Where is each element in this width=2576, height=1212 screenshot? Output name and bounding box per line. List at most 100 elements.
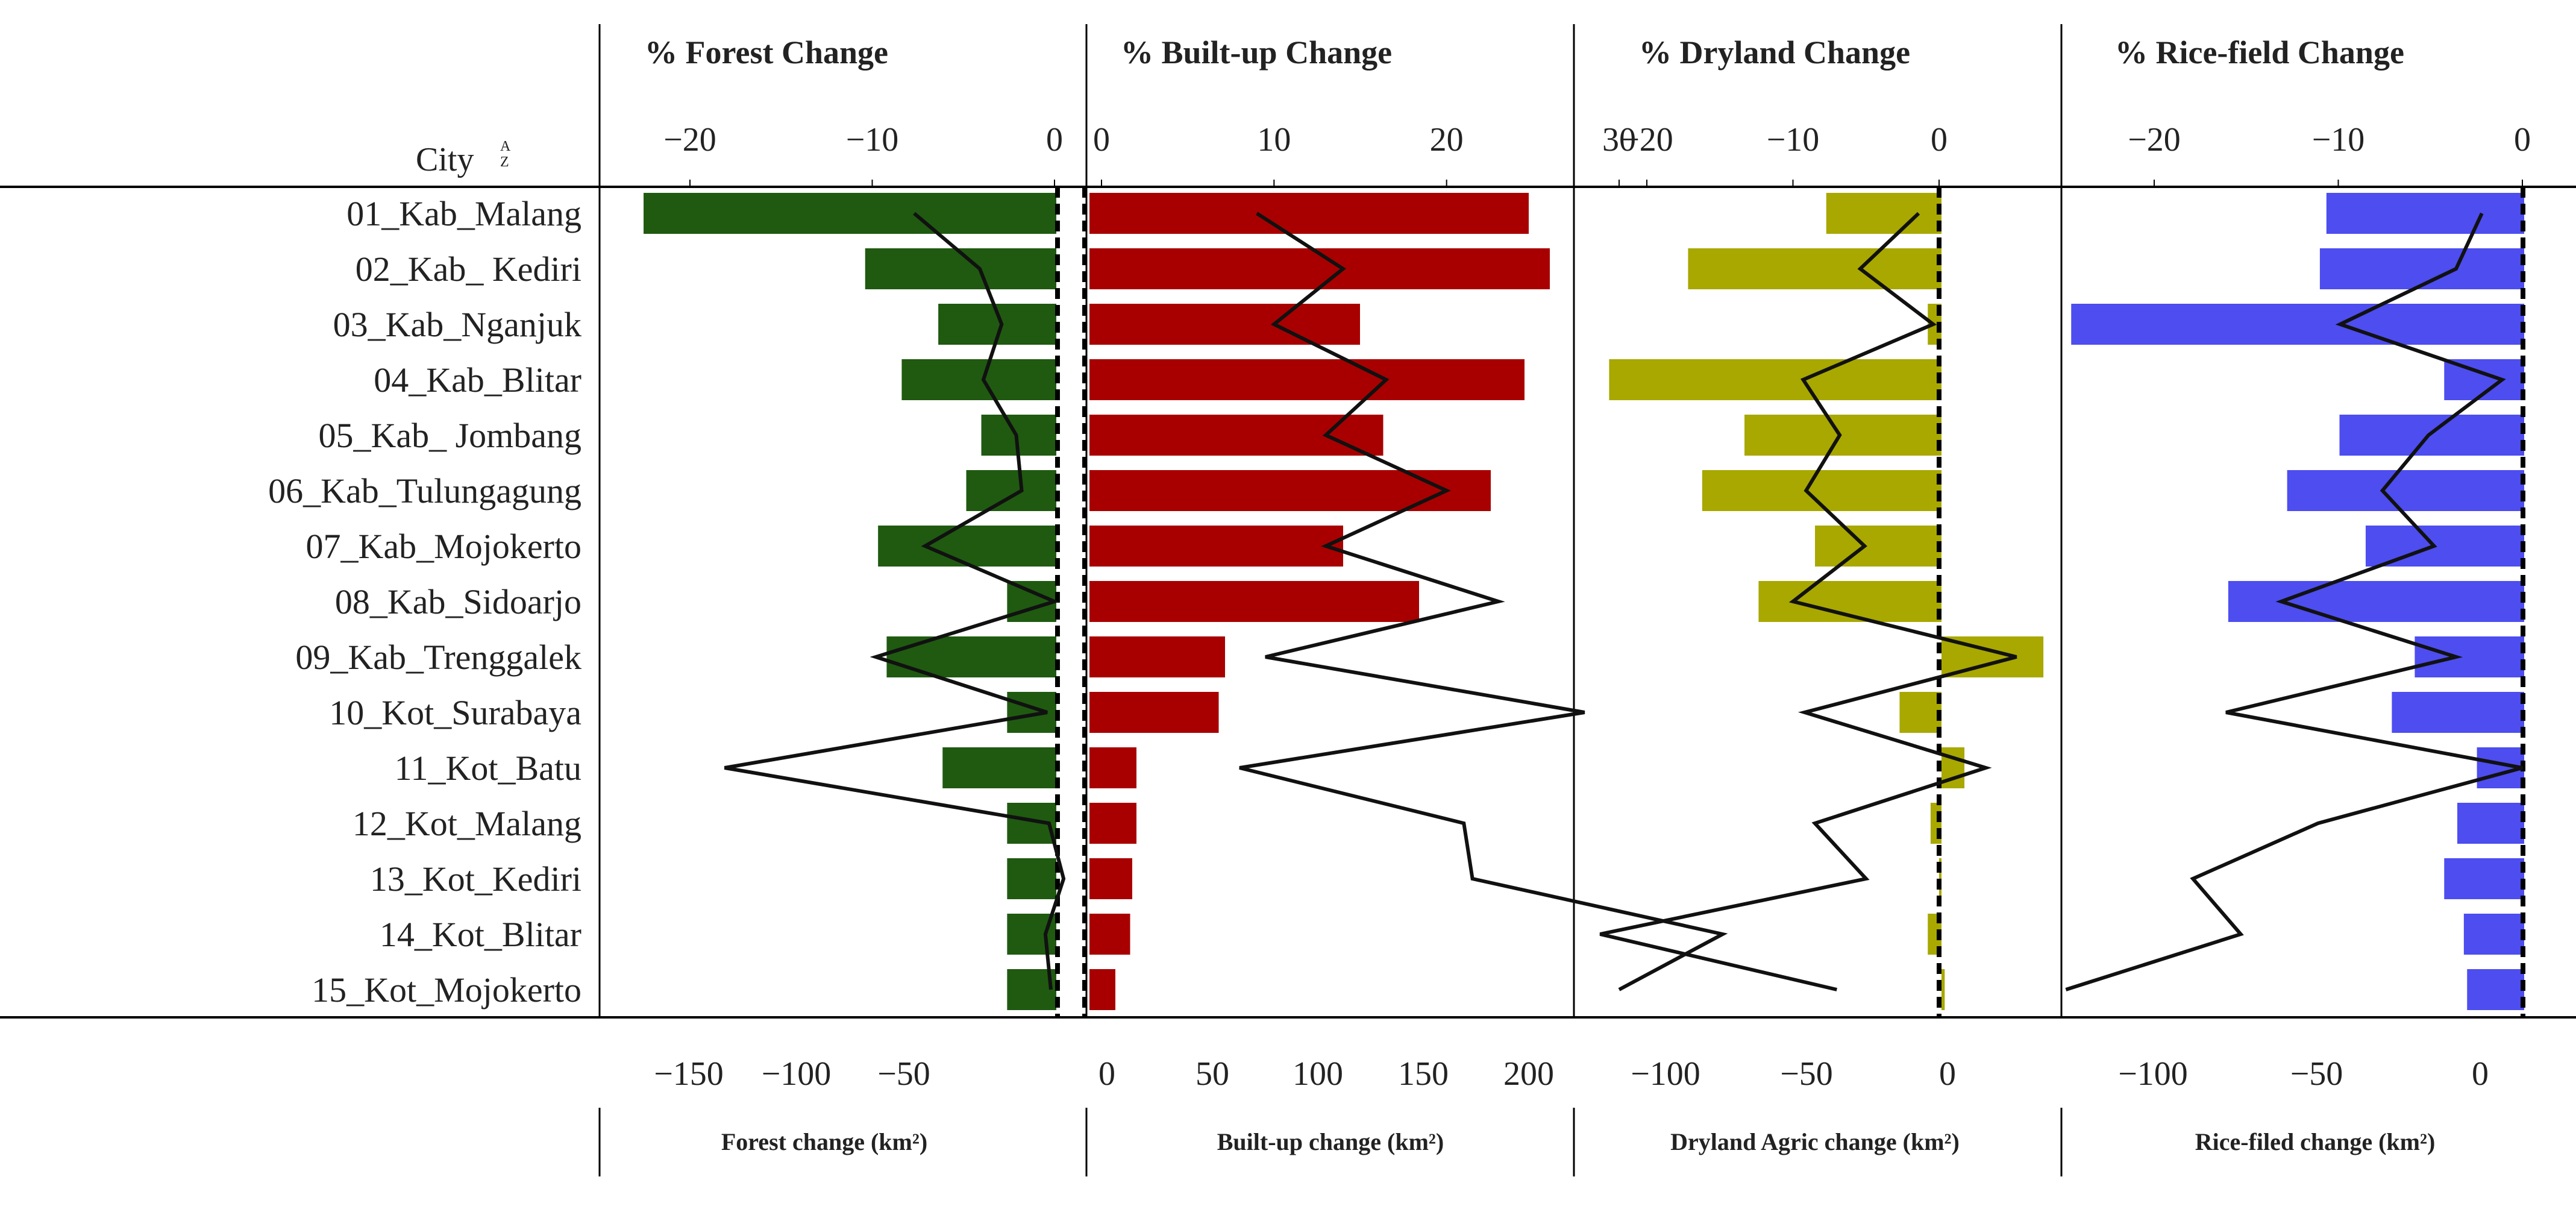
km-tick-label: 150 <box>1398 1055 1449 1093</box>
bar <box>1089 969 1115 1010</box>
city-header: City AZ <box>416 139 511 178</box>
pct-change-line <box>1239 212 1728 991</box>
sort-z-letter: Z <box>500 154 509 170</box>
km-tick-label: −50 <box>2290 1055 2343 1093</box>
city-label: 05_Kab_ Jombang <box>318 416 581 455</box>
bar <box>2392 692 2524 733</box>
bar <box>878 526 1056 567</box>
bar <box>1609 359 1941 400</box>
city-label: 12_Kot_Malang <box>353 804 581 843</box>
bar <box>966 470 1056 511</box>
pct-tick-label: 10 <box>1257 121 1291 159</box>
km-tick-label: −50 <box>1780 1055 1833 1093</box>
pct-tick-label: 0 <box>1046 121 1063 159</box>
city-label: 07_Kab_Mojokerto <box>306 527 582 566</box>
pct-tick-label: −10 <box>1767 121 1820 159</box>
bar <box>2444 858 2524 899</box>
pct-tick-label: 30 <box>1602 121 1636 159</box>
bar <box>1089 858 1132 899</box>
panel-title-forest: % Forest Change <box>645 34 888 71</box>
km-tick-label: −50 <box>877 1055 930 1093</box>
xlabel-rice: Rice-filed change (km²) <box>2195 1128 2436 1155</box>
km-tick-label: −100 <box>2118 1055 2188 1093</box>
bar <box>1089 359 1525 400</box>
pct-tick-label: −10 <box>2312 121 2365 159</box>
bar <box>865 248 1056 289</box>
bar <box>1089 415 1384 456</box>
bar <box>2319 248 2524 289</box>
panel-forest: % Forest Change−20 −10 0−150 −100 −50Forest … <box>644 34 1066 1155</box>
bar <box>1941 969 1945 1010</box>
pct-tick-label: −10 <box>846 121 899 159</box>
bar <box>1089 581 1419 622</box>
km-tick-label: 0 <box>1098 1055 1115 1093</box>
city-label: 11_Kot_Batu <box>395 749 581 788</box>
bar <box>1007 692 1056 733</box>
panel-title-rice: % Rice-field Change <box>2115 34 2404 71</box>
bar <box>901 359 1056 400</box>
xlabel-forest: Forest change (km²) <box>721 1128 927 1155</box>
city-label: 01_Kab_Malang <box>346 194 581 233</box>
bar <box>2339 415 2524 456</box>
bar <box>942 747 1056 788</box>
bar <box>2415 636 2524 677</box>
bar <box>1899 692 1941 733</box>
panel-rice: % Rice-field Change−20 −10 0−100 −50 0Rice-f… <box>2065 34 2531 1155</box>
chart-frame <box>0 24 2576 1176</box>
pct-change-line <box>1599 212 2017 991</box>
km-tick-label: −100 <box>1631 1055 1700 1093</box>
pct-tick-label: −20 <box>1620 121 1673 159</box>
pct-tick-label: −20 <box>663 121 716 159</box>
city-label: 14_Kot_Blitar <box>380 915 581 954</box>
bar <box>1089 747 1136 788</box>
sort-az-icon: AZ <box>500 139 511 170</box>
bar <box>1089 803 1136 844</box>
city-label: 02_Kab_ Kediri <box>356 250 581 289</box>
bar <box>1089 526 1343 567</box>
bar <box>2326 193 2524 234</box>
km-tick-label: 0 <box>2472 1055 2489 1093</box>
bar <box>2287 470 2524 511</box>
bar <box>1826 193 1941 234</box>
pct-tick-label: 0 <box>2514 121 2531 159</box>
bar <box>886 636 1056 677</box>
bar <box>1928 914 1941 955</box>
city-header-label: City <box>416 141 474 178</box>
bar <box>1815 526 1941 567</box>
km-tick-label: −150 <box>654 1055 724 1093</box>
panel-title-builtup: % Built-up Change <box>1121 34 1392 71</box>
pct-change-line <box>724 212 1066 990</box>
city-label: 03_Kab_Nganjuk <box>333 305 581 344</box>
bar <box>1089 304 1360 345</box>
panel-builtup: % Built-up Change 0 10 20 30 0 50 100 150 200 Buil… <box>1082 34 1728 1155</box>
bar <box>1688 248 1941 289</box>
km-tick-label: 0 <box>1939 1055 1956 1093</box>
pct-tick-label: 0 <box>1931 121 1948 159</box>
km-tick-label: 100 <box>1293 1055 1343 1093</box>
pct-tick-label: 0 <box>1093 121 1110 159</box>
bar <box>1744 415 1941 456</box>
sort-a-letter: A <box>500 139 511 154</box>
km-tick-label: −100 <box>762 1055 832 1093</box>
bar <box>1089 636 1225 677</box>
pct-tick-label: −20 <box>2128 121 2181 159</box>
city-label: 13_Kot_Kediri <box>370 859 581 899</box>
city-label: 10_Kot_Surabaya <box>329 693 581 732</box>
chart-panels: % Forest Change−20 −10 0−150 −100 −50Forest … <box>644 34 2531 1155</box>
bar <box>2228 581 2524 622</box>
bar <box>2071 304 2524 345</box>
km-tick-label: 200 <box>1503 1055 1554 1093</box>
km-tick-label: 50 <box>1196 1055 1229 1093</box>
pct-change-line <box>2065 212 2523 991</box>
bar <box>1089 692 1219 733</box>
bar <box>1089 193 1529 234</box>
bar <box>2467 969 2524 1010</box>
pct-tick-label: 20 <box>1430 121 1464 159</box>
bar <box>1089 914 1130 955</box>
bar <box>1089 470 1491 511</box>
city-label: 04_Kab_Blitar <box>374 360 581 400</box>
city-label: 09_Kab_Trenggalek <box>295 638 581 677</box>
bar <box>644 193 1056 234</box>
